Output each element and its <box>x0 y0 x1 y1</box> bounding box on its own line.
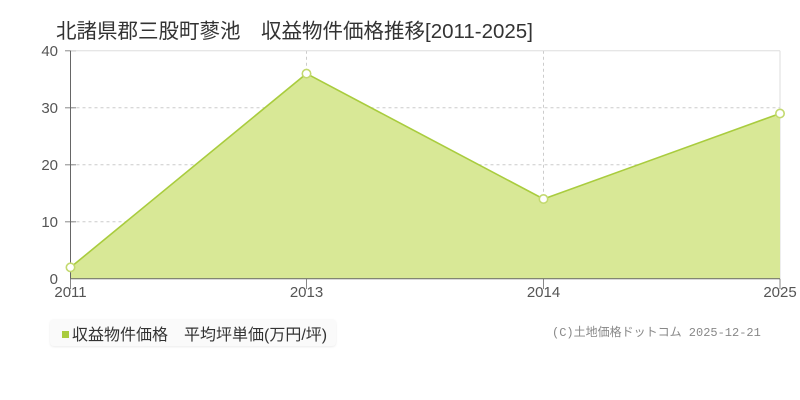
svg-text:10: 10 <box>41 214 58 231</box>
svg-text:20: 20 <box>41 157 58 174</box>
svg-text:2013: 2013 <box>290 284 323 301</box>
svg-text:2014: 2014 <box>527 284 560 301</box>
svg-text:30: 30 <box>41 100 58 117</box>
svg-text:2011: 2011 <box>54 284 86 301</box>
svg-text:2025: 2025 <box>763 284 796 301</box>
svg-text:40: 40 <box>41 43 58 60</box>
